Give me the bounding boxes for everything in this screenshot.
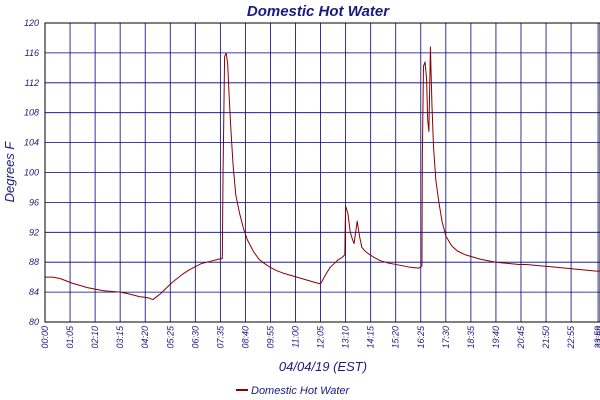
y-axis-label: Degrees F: [2, 141, 17, 203]
y-tick-label: 84: [29, 287, 39, 297]
x-tick-label: 14:15: [366, 325, 376, 349]
series-line-domestic-hot-water: [45, 46, 600, 301]
x-tick-label: 18:35: [466, 325, 476, 349]
x-tick-label: 21:50: [541, 326, 551, 350]
y-tick-label: 104: [24, 138, 39, 148]
y-tick-label: 116: [25, 48, 39, 58]
x-tick-label: 07:35: [215, 325, 225, 349]
x-tick-label: 11:00: [291, 326, 301, 348]
legend: Domestic Hot Water: [236, 385, 351, 397]
x-tick-label: 20:45: [516, 325, 526, 350]
y-tick-label: 80: [29, 317, 39, 327]
x-axis: 00:00 01:05 02:10 03:15 04:20 05:25 06:30 07:35…: [40, 325, 600, 350]
x-axis-label: 04/04/19 (EST): [279, 359, 367, 374]
x-tick-label: 05:25: [165, 325, 175, 349]
x-tick-label: 04:20: [140, 326, 150, 349]
x-tick-label: 19:40: [491, 326, 501, 349]
x-tick-label: 17:30: [441, 326, 451, 349]
x-tick-label: 06:30: [190, 326, 200, 349]
y-tick-label: 120: [24, 18, 39, 28]
y-axis: 80 84 88 92 96 100 104 108 112 116 120: [24, 18, 39, 327]
x-tick-label: 03:15: [115, 325, 125, 349]
x-tick-label: 08:40: [240, 326, 250, 349]
chart-title: Domestic Hot Water: [247, 3, 390, 20]
y-tick-label: 108: [24, 108, 39, 118]
grid: [44, 22, 600, 323]
x-tick-label: 16:25: [416, 325, 426, 349]
y-tick-label: 100: [24, 168, 39, 178]
x-tick-label: 12:05: [316, 325, 326, 349]
y-tick-label: 88: [29, 257, 39, 267]
x-tick-label: 00:00: [40, 326, 50, 349]
x-tick-label: 22:55: [566, 325, 576, 350]
x-tick-label: 15:20: [391, 326, 401, 349]
x-tick-label: 09:55: [265, 325, 275, 349]
plot-frame: [44, 22, 600, 323]
legend-label: Domestic Hot Water: [251, 385, 351, 397]
x-tick-label: 23:59: [593, 326, 600, 350]
x-tick-label: 01:05: [65, 325, 75, 349]
y-tick-label: 112: [25, 78, 39, 88]
x-tick-label: 23:59: [595, 326, 600, 350]
x-tick-label: 13:10: [341, 326, 351, 349]
y-tick-label: 92: [29, 227, 39, 237]
y-tick-label: 96: [29, 197, 39, 207]
x-tick-label: 02:10: [90, 326, 100, 349]
